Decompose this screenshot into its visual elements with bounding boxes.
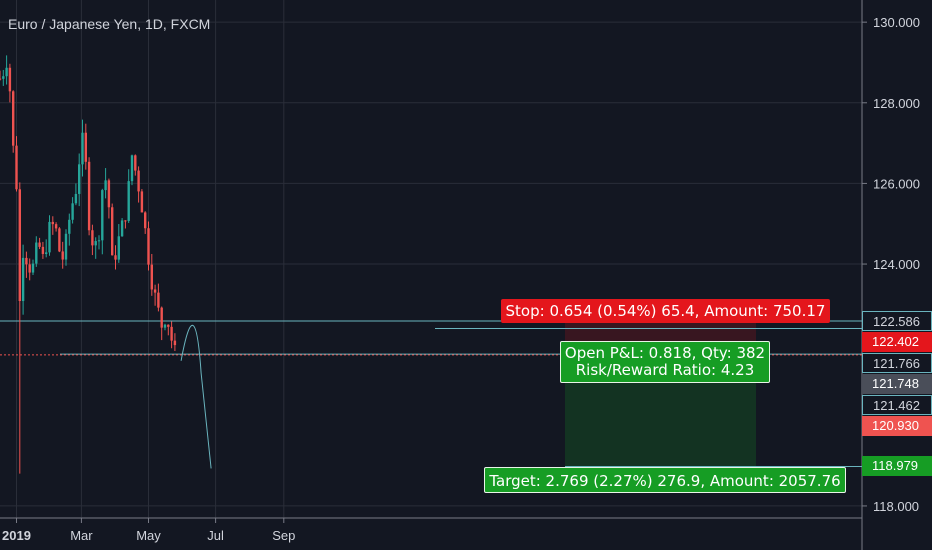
price-tag-outline: 122.586	[862, 311, 932, 332]
candle-body	[157, 292, 160, 308]
candle-body	[15, 145, 18, 190]
risk-reward-label: Risk/Reward Ratio: 4.23	[575, 361, 755, 379]
candle-body	[58, 228, 61, 252]
price-tag-down: 120.930	[862, 416, 932, 437]
price-tag-stop: 122.402	[862, 332, 932, 353]
candle-body	[38, 242, 41, 247]
price-tag-current: 121.748	[862, 374, 932, 395]
projection-path	[180, 324, 212, 469]
target-label[interactable]: Target: 2.769 (2.27%) 276.9, Amount: 205…	[484, 467, 846, 493]
candle-body	[163, 324, 167, 328]
candle-body	[71, 203, 74, 220]
candle-body	[140, 191, 144, 213]
candle-body	[68, 219, 71, 234]
candle-body	[117, 236, 120, 260]
x-tick-label: 2019	[2, 528, 31, 543]
candle-body	[127, 181, 130, 221]
open-pnl-label: Open P&L: 0.818, Qty: 382	[564, 344, 766, 362]
price-tag-outline: 121.766	[862, 353, 932, 374]
position-summary[interactable]: Open P&L: 0.818, Qty: 382 Risk/Reward Ra…	[560, 341, 770, 383]
candle-body	[170, 326, 173, 341]
candle-body	[153, 289, 157, 293]
candle-body	[120, 220, 124, 237]
candle-body	[18, 189, 21, 302]
candle-body	[124, 220, 127, 222]
candle-body	[130, 155, 134, 182]
candle-body	[54, 224, 58, 229]
candle-body	[150, 264, 153, 290]
candle-body	[21, 257, 25, 302]
candle-body	[41, 246, 45, 254]
x-tick-label: May	[136, 528, 161, 543]
candle-body	[97, 240, 101, 242]
candle-body	[94, 241, 97, 246]
candle-body	[101, 190, 104, 241]
y-tick-label: 124.000	[873, 257, 920, 272]
candle-body	[167, 324, 170, 327]
candle-body	[35, 242, 38, 264]
x-tick-label: Mar	[70, 528, 93, 543]
candle-body	[144, 212, 147, 229]
y-tick-label: 130.000	[873, 15, 920, 30]
candle-body	[48, 221, 51, 253]
candle-body	[8, 67, 12, 92]
candle-body	[0, 78, 2, 80]
candle-body	[25, 257, 28, 265]
candle-body	[74, 193, 78, 204]
candle-body	[134, 155, 137, 171]
candle-body	[64, 233, 68, 260]
candle-body	[78, 164, 81, 194]
candle-body	[91, 230, 94, 246]
candle-body	[104, 180, 107, 191]
x-tick-label: Sep	[272, 528, 295, 543]
price-tag-outline: 121.462	[862, 395, 932, 416]
candle-body	[137, 170, 140, 192]
candle-body	[28, 264, 31, 273]
candle-body	[160, 307, 163, 328]
candle-body	[147, 228, 150, 265]
candle-body	[84, 132, 87, 162]
candle-body	[5, 67, 8, 77]
candle-body	[81, 132, 84, 165]
chart-title: Euro / Japanese Yen, 1D, FXCM	[8, 16, 211, 32]
candle-body	[61, 251, 64, 260]
stop-label[interactable]: Stop: 0.654 (0.54%) 65.4, Amount: 750.17	[501, 299, 830, 323]
y-tick-label: 126.000	[873, 176, 920, 191]
candle-body	[173, 340, 177, 346]
candle-body	[107, 180, 111, 208]
candle-body	[12, 91, 15, 146]
candle-body	[31, 263, 35, 273]
candle-body	[45, 252, 48, 254]
candle-body	[2, 76, 5, 79]
candle-body	[111, 207, 114, 256]
candle-body	[114, 255, 117, 260]
candle-body	[87, 161, 91, 231]
y-tick-label: 118.000	[873, 499, 919, 514]
candle-body	[51, 221, 54, 225]
y-tick-label: 128.000	[873, 96, 920, 111]
x-tick-label: Jul	[207, 528, 224, 543]
price-tag-target: 118.979	[862, 456, 932, 477]
